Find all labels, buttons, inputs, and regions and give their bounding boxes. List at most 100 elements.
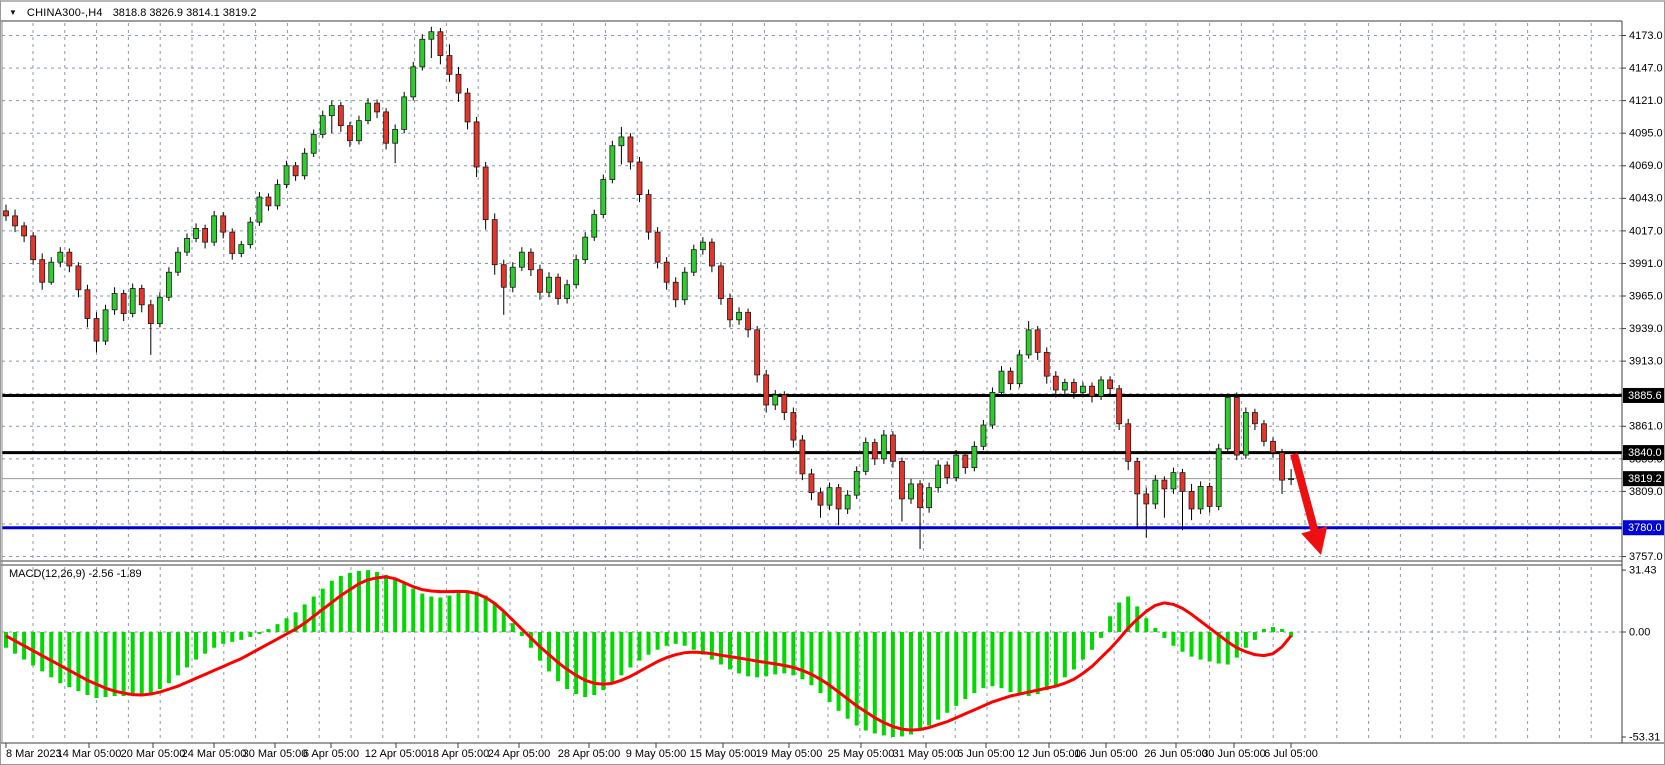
macd-histogram-bar bbox=[375, 571, 380, 632]
candle-body bbox=[537, 269, 543, 293]
candle-body bbox=[21, 225, 28, 237]
candle-body bbox=[546, 276, 552, 293]
macd-histogram-bar bbox=[266, 629, 271, 632]
date-tick-label: 12 Jun 05:00 bbox=[1017, 748, 1081, 760]
candle-body bbox=[1188, 491, 1195, 510]
candle-body bbox=[247, 221, 254, 246]
macd-histogram-bar bbox=[185, 632, 189, 668]
macd-histogram-bar bbox=[646, 632, 651, 655]
date-tick-label: 24 Mar 05:00 bbox=[182, 748, 247, 760]
macd-histogram-bar bbox=[655, 632, 660, 650]
macd-histogram-bar bbox=[456, 592, 461, 632]
candle-body bbox=[1016, 354, 1023, 385]
candle-body bbox=[346, 125, 353, 142]
candle-body bbox=[1107, 379, 1113, 390]
macd-histogram-bar bbox=[157, 632, 162, 690]
candle-body bbox=[93, 318, 100, 342]
macd-histogram-bar bbox=[782, 632, 787, 674]
price-badge bbox=[1623, 445, 1664, 461]
macd-histogram-bar bbox=[40, 632, 45, 672]
candle-body bbox=[826, 487, 833, 506]
candle-body bbox=[365, 102, 371, 122]
candle-body bbox=[709, 241, 715, 267]
price-tick-label: 3939.0 bbox=[1629, 323, 1663, 335]
candle-body bbox=[727, 298, 733, 321]
candle-body bbox=[962, 454, 969, 469]
candle-body bbox=[437, 31, 444, 56]
candle-body bbox=[102, 309, 109, 342]
candle-body bbox=[1116, 388, 1123, 425]
candle-body bbox=[111, 293, 118, 311]
macd-histogram-bar bbox=[1216, 632, 1221, 664]
candle-body bbox=[1270, 440, 1276, 453]
macd-histogram-bar bbox=[347, 572, 352, 632]
macd-histogram-bar bbox=[1026, 632, 1031, 697]
macd-histogram-bar bbox=[963, 632, 968, 699]
macd-tick-label: 0.00 bbox=[1629, 626, 1650, 638]
macd-histogram-bar bbox=[1044, 632, 1049, 691]
candle-body bbox=[799, 439, 806, 475]
symbol-dropdown-icon[interactable]: ▼ bbox=[9, 8, 17, 17]
macd-histogram-bar bbox=[764, 632, 769, 677]
candle-body bbox=[473, 121, 480, 168]
macd-histogram-bar bbox=[936, 632, 941, 720]
macd-histogram-bar bbox=[1099, 632, 1104, 638]
macd-histogram-bar bbox=[691, 632, 696, 650]
macd-histogram-bar bbox=[954, 632, 959, 706]
price-tick-label: 3757.0 bbox=[1629, 551, 1663, 563]
candle-body bbox=[356, 120, 362, 142]
macd-histogram-bar bbox=[257, 632, 262, 634]
macd-histogram-bar bbox=[1243, 632, 1248, 648]
macd-histogram-bar bbox=[990, 632, 995, 687]
price-tick-label: 4043.0 bbox=[1629, 193, 1663, 205]
macd-histogram-bar bbox=[402, 583, 407, 632]
candle-body bbox=[202, 227, 209, 243]
macd-histogram-bar bbox=[501, 612, 506, 632]
macd-histogram-bar bbox=[1261, 629, 1266, 632]
candle-body bbox=[926, 487, 932, 509]
candle-body bbox=[319, 115, 326, 135]
candle-body bbox=[1279, 452, 1285, 481]
macd-histogram-bar bbox=[438, 597, 443, 632]
price-tick-label: 4147.0 bbox=[1629, 62, 1663, 74]
macd-histogram-bar bbox=[881, 632, 886, 736]
macd-histogram-bar bbox=[809, 632, 814, 686]
macd-histogram-bar bbox=[981, 632, 986, 689]
macd-histogram-bar bbox=[166, 632, 171, 684]
candle-body bbox=[491, 219, 498, 266]
candle-body bbox=[156, 296, 163, 324]
macd-histogram-bar bbox=[384, 574, 389, 632]
macd-histogram-bar bbox=[890, 632, 895, 738]
macd-histogram-bar bbox=[592, 632, 597, 696]
date-tick-label: 16 Jun 05:00 bbox=[1074, 748, 1138, 760]
candle-body bbox=[917, 483, 923, 509]
macd-histogram-bar bbox=[737, 632, 742, 674]
macd-histogram-bar bbox=[1162, 632, 1167, 638]
date-tick-label: 31 May 05:00 bbox=[893, 748, 960, 760]
macd-histogram-bar bbox=[429, 596, 434, 632]
date-tick-label: 18 Apr 05:00 bbox=[427, 748, 489, 760]
macd-histogram-bar bbox=[302, 604, 307, 632]
macd-histogram-bar bbox=[1271, 627, 1275, 632]
candle-body bbox=[419, 38, 426, 68]
candle-body bbox=[120, 293, 127, 314]
candle-body bbox=[582, 236, 589, 261]
macd-histogram-bar bbox=[746, 632, 751, 677]
candle-body bbox=[908, 483, 914, 500]
candle-body bbox=[1215, 448, 1222, 507]
price-badge-label: 3819.2 bbox=[1628, 473, 1662, 485]
macd-histogram-bar bbox=[1071, 632, 1076, 670]
candle-body bbox=[1034, 329, 1041, 353]
macd-histogram-bar bbox=[1280, 629, 1285, 632]
macd-histogram-bar bbox=[284, 618, 289, 632]
candle-body bbox=[301, 152, 308, 177]
candle-body bbox=[1206, 485, 1213, 507]
candle-body bbox=[862, 442, 869, 472]
candle-body bbox=[772, 394, 779, 406]
macd-histogram-bar bbox=[601, 632, 606, 691]
macd-histogram-bar bbox=[574, 632, 579, 695]
macd-histogram-bar bbox=[1180, 632, 1185, 652]
candle-body bbox=[1134, 460, 1141, 495]
